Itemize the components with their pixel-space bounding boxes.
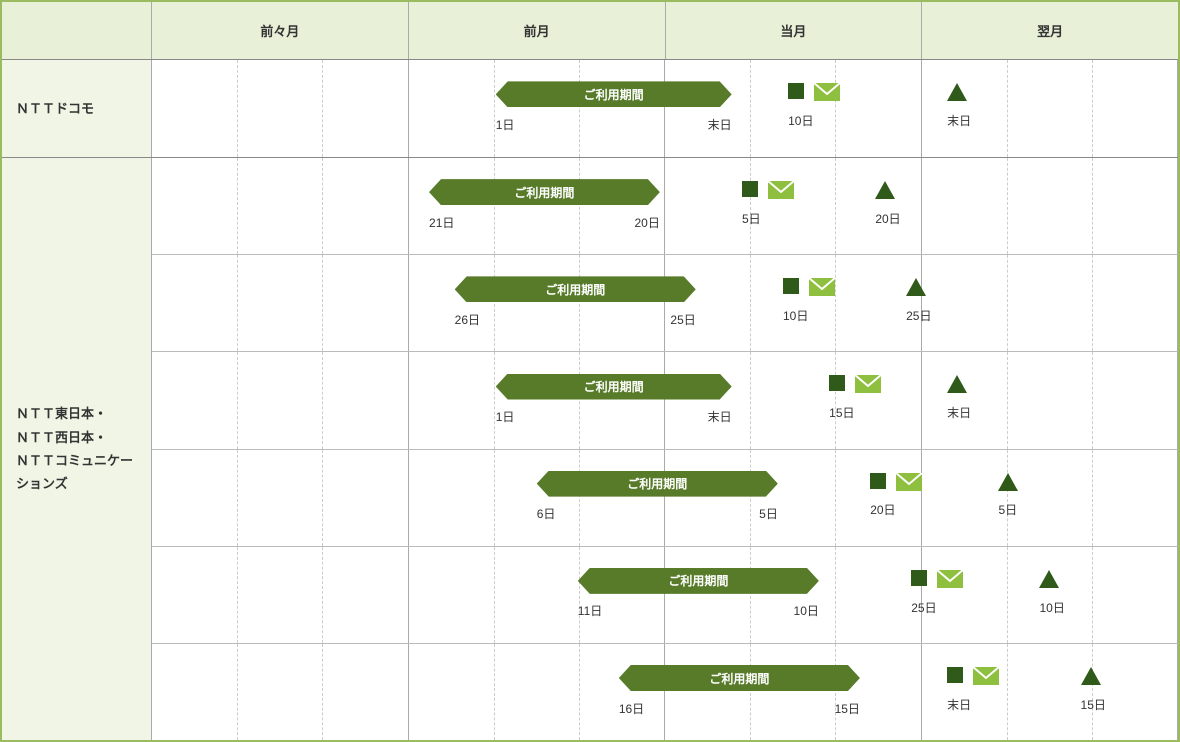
schedule-row: ご利用期間16日15日末日15日 [152, 644, 1178, 740]
month-cell [409, 60, 666, 157]
header-month-label: 前々月 [260, 21, 299, 40]
month-cell [665, 255, 922, 351]
month-cell [409, 547, 666, 643]
schedule-row: ご利用期間21日20日5日20日 [152, 158, 1178, 255]
month-cell [922, 352, 1179, 448]
month-cell [665, 644, 922, 740]
month-cell [922, 547, 1179, 643]
month-cell [152, 255, 409, 351]
row-group: ＮＴＴ東日本・ＮＴＴ西日本・ＮＴＴコミュニケーションズご利用期間21日20日5日… [2, 158, 1178, 740]
month-cell [922, 255, 1179, 351]
row-months: ご利用期間6日5日20日5日 [152, 450, 1178, 546]
schedule-row: ご利用期間1日末日15日末日 [152, 352, 1178, 449]
header-month-label: 前月 [524, 21, 550, 40]
month-cell [665, 60, 922, 157]
schedule-diagram: 前々月 前月 当月 翌月 ＮＴＴドコモご利用期間1日末日10日末日ＮＴＴ東日本・… [0, 0, 1180, 742]
header-month-2: 当月 [666, 2, 923, 59]
schedule-row: ご利用期間1日末日10日末日 [152, 60, 1178, 157]
header-month-3: 翌月 [922, 2, 1178, 59]
diagram-body: ＮＴＴドコモご利用期間1日末日10日末日ＮＴＴ東日本・ＮＴＴ西日本・ＮＴＴコミュ… [2, 60, 1178, 740]
rows-container: ご利用期間1日末日10日末日 [152, 60, 1178, 157]
month-cell [922, 60, 1179, 157]
month-cell [152, 644, 409, 740]
schedule-row: ご利用期間11日10日25日10日 [152, 547, 1178, 644]
schedule-row: ご利用期間26日25日10日25日 [152, 255, 1178, 352]
header-row: 前々月 前月 当月 翌月 [2, 2, 1178, 60]
header-month-label: 翌月 [1037, 21, 1063, 40]
month-cell [665, 352, 922, 448]
header-month-0: 前々月 [152, 2, 409, 59]
month-cell [409, 255, 666, 351]
row-group: ＮＴＴドコモご利用期間1日末日10日末日 [2, 60, 1178, 158]
row-months: ご利用期間1日末日10日末日 [152, 60, 1178, 157]
row-months: ご利用期間16日15日末日15日 [152, 644, 1178, 740]
row-months: ご利用期間26日25日10日25日 [152, 255, 1178, 351]
month-cell [665, 547, 922, 643]
month-cell [152, 158, 409, 254]
month-cell [152, 450, 409, 546]
header-months: 前々月 前月 当月 翌月 [152, 2, 1178, 59]
schedule-row: ご利用期間6日5日20日5日 [152, 450, 1178, 547]
month-cell [409, 158, 666, 254]
row-group-label: ＮＴＴ東日本・ＮＴＴ西日本・ＮＴＴコミュニケーションズ [2, 158, 152, 740]
row-months: ご利用期間1日末日15日末日 [152, 352, 1178, 448]
month-cell [922, 158, 1179, 254]
month-cell [665, 450, 922, 546]
month-cell [409, 644, 666, 740]
row-group-label: ＮＴＴドコモ [2, 60, 152, 157]
month-cell [152, 547, 409, 643]
month-cell [409, 352, 666, 448]
month-cell [152, 60, 409, 157]
month-cell [409, 450, 666, 546]
month-cell [922, 450, 1179, 546]
month-cell [922, 644, 1179, 740]
month-cell [665, 158, 922, 254]
rows-container: ご利用期間21日20日5日20日ご利用期間26日25日10日25日ご利用期間1日… [152, 158, 1178, 740]
row-months: ご利用期間21日20日5日20日 [152, 158, 1178, 254]
header-month-1: 前月 [409, 2, 666, 59]
header-month-label: 当月 [780, 21, 806, 40]
header-corner [2, 2, 152, 59]
row-months: ご利用期間11日10日25日10日 [152, 547, 1178, 643]
month-cell [152, 352, 409, 448]
